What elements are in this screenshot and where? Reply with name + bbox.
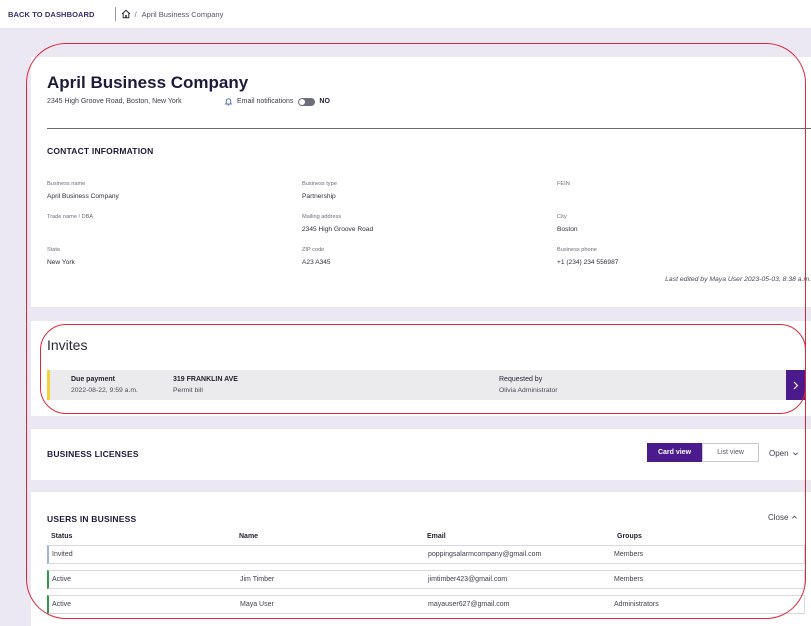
user-status: Active bbox=[52, 601, 72, 608]
field-mailing-address: Mailing address 2345 High Groove Road bbox=[302, 214, 373, 233]
invite-date: 2022-08-22, 9:59 a.m. bbox=[71, 387, 138, 394]
field-label: Business name bbox=[47, 181, 86, 187]
breadcrumb-current: April Business Company bbox=[141, 9, 224, 19]
close-label: Close bbox=[768, 513, 789, 522]
list-view-button[interactable]: List view bbox=[702, 443, 759, 462]
field-business-name: Business name April Business Company bbox=[47, 181, 119, 200]
field-label: City bbox=[557, 214, 567, 220]
invite-row[interactable]: Due payment 2022-08-22, 9:59 a.m. 319 FR… bbox=[47, 370, 805, 400]
top-bar: BACK TO DASHBOARD / April Business Compa… bbox=[0, 0, 811, 28]
invite-requested-by: Olivia Administrator bbox=[499, 387, 558, 394]
open-label: Open bbox=[769, 449, 789, 458]
users-close-toggle[interactable]: Close bbox=[768, 513, 798, 522]
user-email: jimtimber423@gmail.com bbox=[428, 576, 508, 583]
company-address: 2345 High Groove Road, Boston, New York bbox=[47, 98, 182, 105]
chevron-down-icon bbox=[792, 452, 798, 456]
invite-type-cell: Due payment 2022-08-22, 9:59 a.m. bbox=[71, 376, 138, 394]
table-row[interactable]: Active Jim Timber jimtimber423@gmail.com… bbox=[47, 570, 805, 589]
users-in-business-title: USERS IN BUSINESS bbox=[47, 514, 137, 524]
invites-title: Invites bbox=[47, 337, 88, 353]
user-email: poppingsalarmcompany@gmail.com bbox=[428, 551, 542, 558]
field-business-type: Business type Partnership bbox=[302, 181, 337, 200]
user-groups: Members bbox=[614, 576, 644, 583]
email-notifications-state: NO bbox=[319, 98, 330, 105]
field-value: New York bbox=[47, 259, 75, 266]
page-title: April Business Company bbox=[47, 73, 249, 92]
email-notifications-toggle[interactable] bbox=[298, 97, 316, 106]
back-to-dashboard-link[interactable]: BACK TO DASHBOARD bbox=[8, 9, 95, 19]
table-row[interactable]: Active Maya User mayauser627@gmail.com A… bbox=[47, 595, 805, 614]
invites-card: Invites Due payment 2022-08-22, 9:59 a.m… bbox=[31, 321, 811, 416]
invite-open-button[interactable] bbox=[786, 370, 805, 400]
invite-requested-label: Requested by bbox=[499, 376, 543, 383]
field-label: State bbox=[47, 247, 61, 253]
user-groups: Members bbox=[614, 551, 644, 558]
breadcrumb-separator: / bbox=[134, 9, 137, 19]
contact-information-title: CONTACT INFORMATION bbox=[47, 146, 154, 156]
email-notifications: Email notifications NO bbox=[224, 97, 330, 106]
top-divider bbox=[114, 7, 116, 21]
chevron-up-icon bbox=[792, 515, 798, 519]
licenses-open-toggle[interactable]: Open bbox=[769, 449, 799, 458]
field-fein: FEIN bbox=[557, 181, 570, 193]
toggle-knob bbox=[299, 98, 306, 105]
user-name: Jim Timber bbox=[240, 576, 275, 583]
header-groups: Groups bbox=[617, 533, 642, 540]
users-table-header: Status Name Email Groups bbox=[47, 533, 805, 543]
business-licenses-title: BUSINESS LICENSES bbox=[47, 449, 139, 459]
card-view-button[interactable]: Card view bbox=[647, 443, 702, 462]
last-edited-note: Last edited by Maya User 2023-05-03, 8:3… bbox=[665, 276, 811, 283]
table-row[interactable]: Invited poppingsalarmcompany@gmail.com M… bbox=[47, 545, 805, 564]
bell-icon bbox=[224, 98, 233, 106]
user-groups: Administrators bbox=[614, 601, 659, 608]
chevron-right-icon bbox=[793, 381, 798, 389]
user-email: mayauser627@gmail.com bbox=[428, 601, 510, 608]
field-label: Business type bbox=[302, 181, 337, 187]
business-licenses-card: BUSINESS LICENSES Card view List view Op… bbox=[31, 429, 811, 480]
field-business-phone: Business phone +1 (234) 234 556987 bbox=[557, 247, 618, 266]
home-icon[interactable] bbox=[121, 9, 131, 19]
user-status: Active bbox=[52, 576, 72, 583]
field-label: FEIN bbox=[557, 181, 570, 187]
user-status: Invited bbox=[52, 551, 73, 558]
field-label: Business phone bbox=[557, 247, 597, 253]
email-notifications-label: Email notifications bbox=[237, 98, 294, 105]
field-value: Boston bbox=[557, 226, 578, 233]
view-toggle: Card view List view bbox=[647, 443, 759, 462]
invite-type: Due payment bbox=[71, 376, 115, 383]
field-state: State New York bbox=[47, 247, 75, 266]
invite-item: Permit bill bbox=[173, 387, 203, 394]
header-name: Name bbox=[239, 533, 259, 540]
field-value: +1 (234) 234 556987 bbox=[557, 259, 619, 266]
field-label: ZIP code bbox=[302, 247, 325, 253]
invite-requested-cell: Requested by Olivia Administrator bbox=[499, 376, 558, 394]
field-value: Partnership bbox=[302, 193, 336, 200]
user-name: Maya User bbox=[240, 601, 274, 608]
company-card: April Business Company 2345 High Groove … bbox=[31, 57, 811, 307]
field-value: 2345 High Groove Road bbox=[302, 226, 374, 233]
invite-address: 319 FRANKLIN AVE bbox=[173, 376, 238, 383]
field-label: Mailing address bbox=[302, 214, 342, 220]
field-value: April Business Company bbox=[47, 193, 119, 200]
field-trade-name: Trade name / DBA bbox=[47, 214, 93, 226]
header-email: Email bbox=[427, 533, 446, 540]
invite-address-cell: 319 FRANKLIN AVE Permit bill bbox=[173, 376, 238, 394]
section-divider bbox=[47, 128, 811, 129]
field-value: A23 A345 bbox=[302, 259, 331, 266]
field-city: City Boston bbox=[557, 214, 578, 233]
users-in-business-card: USERS IN BUSINESS Close Status Name Emai… bbox=[31, 492, 811, 626]
field-label: Trade name / DBA bbox=[47, 214, 94, 220]
field-zip-code: ZIP code A23 A345 bbox=[302, 247, 331, 266]
header-status: Status bbox=[51, 533, 73, 540]
